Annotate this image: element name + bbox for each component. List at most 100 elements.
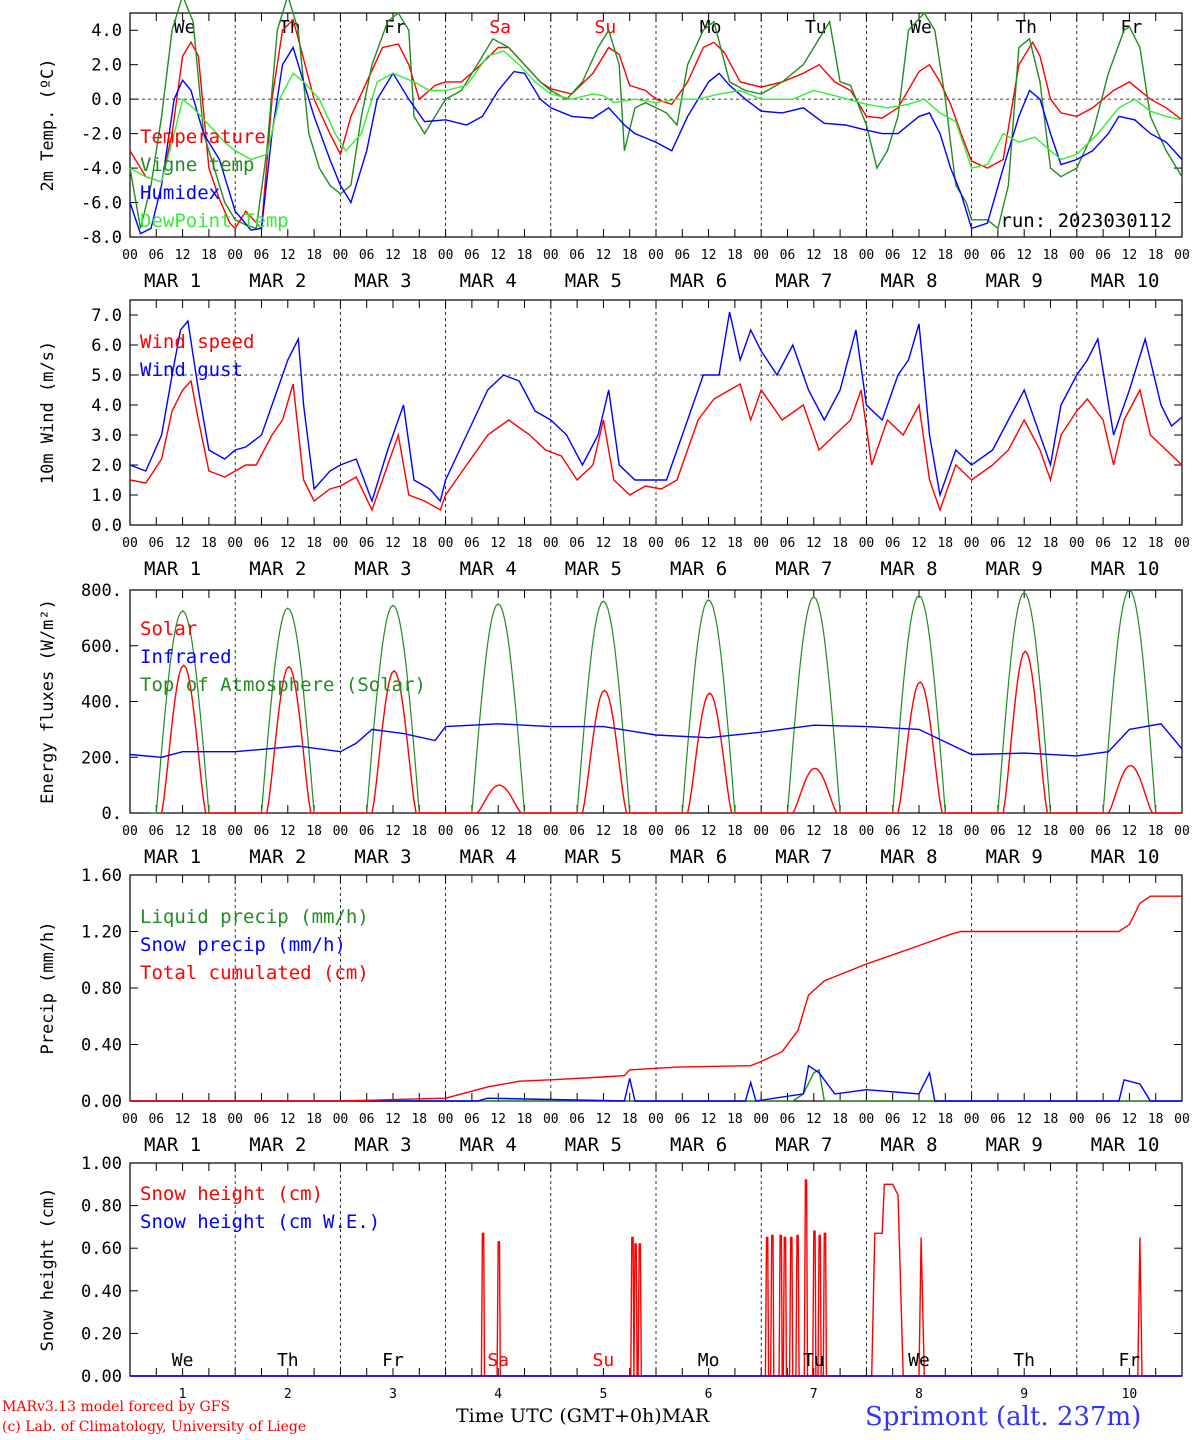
hour-tick-label: 00: [543, 824, 559, 839]
hour-tick-label: 06: [254, 536, 270, 551]
date-label: MAR 3: [354, 846, 411, 868]
y-tick-label: 0.40: [81, 1036, 122, 1056]
date-label: MAR 2: [249, 1134, 306, 1156]
hour-tick-label: 12: [806, 1112, 822, 1127]
hour-tick-label: 12: [1016, 824, 1032, 839]
hour-tick-label: 18: [201, 536, 217, 551]
legend-entry: DewPoint Temp: [140, 210, 289, 232]
date-label: MAR 5: [565, 270, 622, 292]
hour-tick-label: 00: [753, 824, 769, 839]
hour-tick-label: 00: [122, 248, 138, 263]
series-line-total-cumulated-cm-: [130, 895, 1182, 1102]
legend-entry: Snow precip (mm/h): [140, 934, 346, 956]
hour-tick-label: 12: [490, 824, 506, 839]
hour-tick-label: 12: [490, 248, 506, 263]
date-label: MAR 3: [354, 1134, 411, 1156]
y-tick-label: 400.: [81, 693, 122, 713]
hour-tick-label: 00: [122, 536, 138, 551]
hour-tick-label: 18: [622, 536, 638, 551]
hour-tick-label: 06: [148, 824, 164, 839]
day-number: 6: [705, 1387, 713, 1402]
hour-tick-label: 12: [596, 248, 612, 263]
hour-tick-label: 06: [1095, 536, 1111, 551]
hour-tick-label: 00: [859, 248, 875, 263]
hour-tick-label: 06: [359, 536, 375, 551]
weekday-label: We: [908, 1350, 930, 1371]
y-tick-label: 4.0: [91, 396, 122, 416]
hour-tick-label: 00: [1174, 248, 1190, 263]
hour-tick-label: 06: [254, 248, 270, 263]
hour-tick-label: 00: [438, 536, 454, 551]
hour-tick-label: 00: [438, 824, 454, 839]
hour-tick-label: 18: [727, 1112, 743, 1127]
y-tick-label: 1.20: [81, 923, 122, 943]
series-line-temperature: [129, 18, 1183, 231]
weekday-label: Sa: [489, 17, 511, 38]
hour-tick-label: 00: [438, 1112, 454, 1127]
hour-tick-label: 00: [859, 536, 875, 551]
legend-entry: Solar: [140, 618, 197, 640]
hour-tick-label: 06: [780, 248, 796, 263]
y-tick-label: 3.0: [91, 426, 122, 446]
hour-tick-label: 18: [1043, 248, 1059, 263]
hour-tick-label: 12: [596, 536, 612, 551]
hour-tick-label: 12: [911, 248, 927, 263]
y-tick-label: 0.0: [91, 90, 122, 110]
hour-tick-label: 00: [753, 536, 769, 551]
date-label: MAR 10: [1091, 1134, 1160, 1156]
date-label: MAR 1: [144, 558, 201, 580]
date-label: MAR 1: [144, 846, 201, 868]
y-tick-label: 200.: [81, 748, 122, 768]
legend-entry: Total cumulated (cm): [140, 962, 369, 984]
date-label: MAR 6: [670, 846, 727, 868]
y-tick-label: 5.0: [91, 366, 122, 386]
y-tick-label: 0.40: [81, 1282, 122, 1302]
day-number: 10: [1122, 1387, 1138, 1402]
panel-precip: 1.60 1.20 0.80 0.40 0.00 Precip (mm/h) 00 06 12 1…: [38, 866, 1190, 1156]
date-label: MAR 3: [354, 558, 411, 580]
hour-tick-label: 18: [1148, 536, 1164, 551]
hour-tick-label: 12: [385, 824, 401, 839]
date-label: MAR 9: [986, 270, 1043, 292]
hour-tick-label: 00: [1174, 824, 1190, 839]
hour-tick-label: 12: [1122, 248, 1138, 263]
hour-tick-label: 00: [964, 248, 980, 263]
legend-entry: Vigne temp: [140, 154, 254, 176]
hour-tick-label: 06: [780, 536, 796, 551]
date-label: MAR 7: [775, 558, 832, 580]
hour-tick-label: 06: [674, 536, 690, 551]
day-number: 1: [179, 1387, 187, 1402]
y-tick-label: 1.60: [81, 866, 122, 886]
hour-tick-label: 00: [964, 536, 980, 551]
hour-tick-label: 00: [648, 536, 664, 551]
series-line-solar: [159, 650, 1182, 814]
date-label: MAR 8: [880, 558, 937, 580]
series-line-snow-precip-mm-h-: [130, 1064, 1182, 1102]
weekday-label: Th: [1015, 17, 1037, 38]
legend-entry: Wind gust: [140, 359, 243, 381]
hour-tick-label: 06: [674, 824, 690, 839]
hour-tick-label: 00: [964, 1112, 980, 1127]
date-label: MAR 2: [249, 558, 306, 580]
hour-tick-label: 12: [490, 536, 506, 551]
hour-tick-label: 12: [385, 248, 401, 263]
y-tick-label: 2.0: [91, 456, 122, 476]
weekday-label: Fr: [1121, 17, 1143, 38]
date-label: MAR 8: [880, 270, 937, 292]
hour-tick-label: 00: [753, 1112, 769, 1127]
hour-tick-label: 12: [1016, 248, 1032, 263]
hour-tick-label: 00: [227, 824, 243, 839]
y-tick-label: 6.0: [91, 336, 122, 356]
hour-tick-label: 12: [385, 536, 401, 551]
hour-tick-label: 00: [859, 1112, 875, 1127]
hour-tick-label: 18: [1148, 248, 1164, 263]
date-label: MAR 1: [144, 1134, 201, 1156]
y-tick-label: 4.0: [91, 21, 122, 41]
hour-tick-label: 00: [227, 536, 243, 551]
hour-tick-label: 06: [990, 248, 1006, 263]
y-tick-label: 0.: [102, 804, 122, 824]
hour-tick-label: 12: [1122, 824, 1138, 839]
weekday-label: We: [174, 17, 196, 38]
hour-tick-label: 18: [306, 536, 322, 551]
panel-energy: 800. 600. 400. 200. 0. Energy fluxes (W/m²) 00…: [38, 581, 1190, 868]
